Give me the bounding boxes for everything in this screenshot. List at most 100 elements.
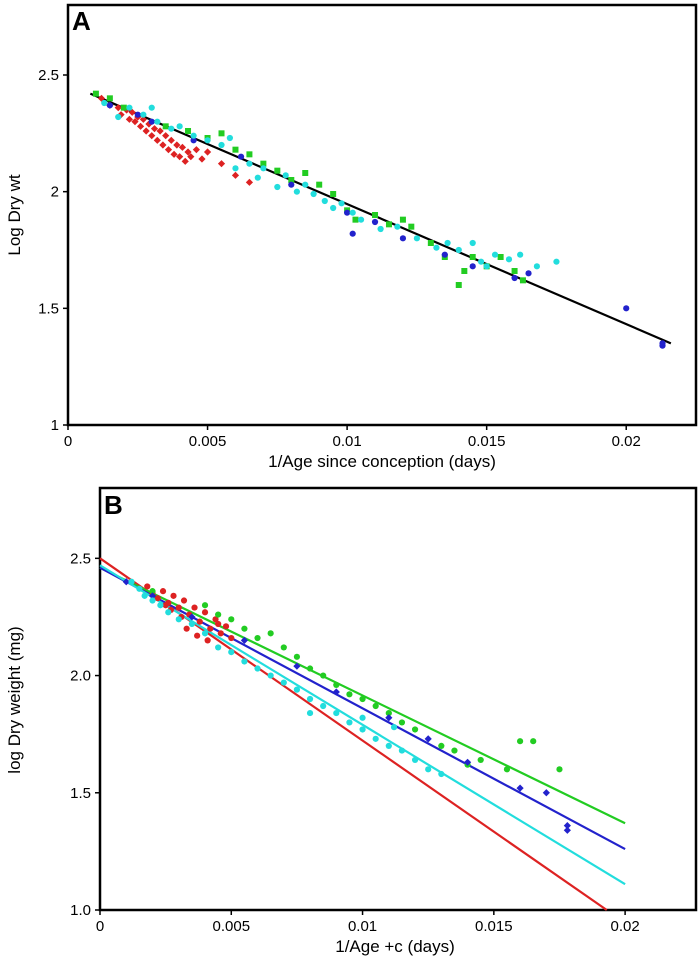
panel-a-data-point [217, 160, 226, 168]
panel-b-x-tick-label: 0.005 [213, 918, 251, 935]
panel-a-data-point [444, 239, 451, 247]
panel-a-data-point [168, 125, 175, 132]
panel-a-data-point [187, 153, 195, 161]
panel-b-data-point [267, 672, 274, 679]
panel-b-x-ticks: 0 0.005 0.01 0.015 0.02 [96, 910, 640, 935]
panel-a-data-point [150, 125, 159, 133]
panel-b-data-point [542, 789, 550, 797]
panel-a-data-point [115, 113, 122, 121]
panel-a-data-point [461, 268, 468, 274]
panel-a-x-tick-label: 0.01 [333, 433, 362, 450]
panel-a-data-point [288, 177, 295, 183]
panel-a-data-point [372, 212, 379, 218]
panel-b-data-point [217, 630, 224, 637]
panel-a-data-point [455, 246, 462, 254]
panel-a-data-point [134, 111, 141, 118]
panel-b-data-point [196, 618, 203, 625]
panel-a-data-point [385, 221, 392, 228]
panel-b-regression-line [99, 564, 626, 886]
panel-a-data-point [106, 102, 113, 109]
panel-b-data-point [201, 609, 209, 616]
panel-b-data-point [240, 636, 249, 644]
panel-b-data-point [385, 742, 392, 749]
panel-b-data-point [477, 756, 484, 764]
panel-a-data-point [162, 132, 170, 140]
panel-a-data-point [101, 99, 108, 107]
panel-b-data-point [157, 602, 164, 609]
panel-a-data-point [399, 235, 407, 242]
panel-b-label: B [104, 490, 123, 520]
panel-b-data-point [215, 620, 222, 628]
panel-b-data-point [149, 597, 156, 604]
panel-b-data-point [228, 634, 235, 642]
panel-b-data-point [128, 578, 135, 585]
panel-a-data-point [131, 118, 139, 126]
panel-a-data-point [260, 165, 267, 172]
panel-b-data-point [425, 766, 432, 773]
panel-a-y-ticks: 1 1.5 2 2.5 [38, 67, 68, 434]
panel-a-data-point [218, 130, 225, 137]
panel-a: A 0 0.005 0.01 0.015 0.02 1 1.5 2 2.5 1/Age sin… [5, 3, 698, 471]
panel-a-data-point [274, 183, 281, 191]
panel-a-data-point [338, 200, 345, 207]
panel-b-data-point [530, 738, 537, 745]
panel-b-data-point [411, 756, 419, 764]
panel-a-y-axis-label: Log Dry wt [5, 174, 24, 256]
panel-a-y-tick-label: 2.5 [38, 67, 59, 84]
panel-b-data-point [188, 620, 195, 628]
panel-b-data-point [293, 662, 301, 670]
panel-b-data-point [183, 625, 190, 632]
panel-b-y-tick-label: 1.5 [70, 785, 91, 802]
panel-a-label: A [72, 6, 91, 36]
panel-a-data-point [125, 115, 134, 123]
panel-a-data-point [517, 251, 524, 258]
panel-b-data-point [424, 735, 432, 743]
panel-b-data-point [451, 747, 458, 754]
panel-a-data-point [511, 268, 518, 274]
panel-a-y-tick-label: 2 [51, 184, 59, 201]
panel-a-y-tick-label: 1.5 [38, 300, 59, 317]
panel-a-data-point [511, 274, 518, 282]
panel-a-data-point [246, 151, 253, 158]
panel-a-data-point [497, 254, 504, 260]
panel-a-data-point [302, 170, 309, 176]
panel-a-data-point [176, 153, 184, 161]
panel-a-data-point [293, 188, 300, 195]
panel-a-data-point [203, 148, 212, 156]
panel-b-y-tick-label: 2.0 [70, 668, 91, 685]
panel-b-x-tick-label: 0 [96, 918, 104, 935]
panel-a-data-point [427, 240, 434, 246]
panel-b-data-point [306, 709, 314, 717]
panel-a-data-point [413, 235, 420, 242]
panel-a-data-point [483, 263, 490, 270]
panel-a-data-point [316, 181, 323, 188]
panel-b-data-point [503, 766, 511, 773]
panel-b-data-point [122, 578, 130, 586]
panel-b-data-point [359, 714, 366, 721]
panel-a-data-point [156, 127, 164, 135]
panel-a-x-tick-label: 0.02 [612, 433, 641, 450]
panel-a-data-point [349, 230, 356, 237]
panel-b-data-point [385, 709, 392, 717]
panel-b-data-point [359, 726, 366, 733]
panel-a-data-point [198, 155, 206, 163]
panel-a-data-point [140, 111, 147, 118]
panel-b-data-point [254, 634, 261, 642]
panel-a-x-tick-label: 0 [64, 433, 72, 450]
panel-a-data-point [288, 181, 295, 188]
panel-a-data-point [553, 258, 560, 265]
panel-a-data-point [153, 136, 161, 144]
panel-b: B 0 0.005 0.01 0.015 0.02 1.0 1.5 2.0 2.5 1/Age… [5, 486, 698, 956]
panel-a-data-point [190, 132, 197, 139]
panel-a-data-point [344, 209, 351, 216]
panel-a-data-point [237, 153, 245, 160]
panel-a-regression-line [89, 92, 672, 345]
panel-b-data-point [148, 592, 157, 600]
panel-a-data-point [204, 137, 211, 144]
panel-a-data-point [302, 181, 309, 188]
panel-a-data-point [231, 171, 240, 179]
panel-a-data-point [136, 122, 145, 130]
panel-b-data-point [390, 724, 398, 731]
panel-a-data-point [469, 254, 476, 260]
